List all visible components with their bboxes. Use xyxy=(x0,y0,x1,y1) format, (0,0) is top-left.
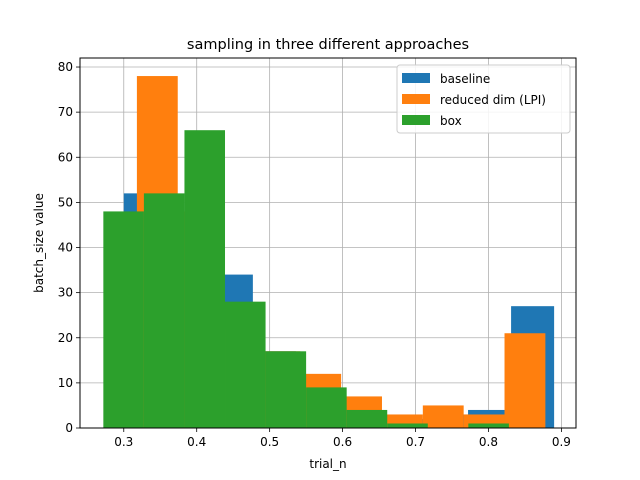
bar-box-4 xyxy=(265,351,307,428)
x-axis: 0.3 0.4 0.5 0.6 0.7 0.8 0.9 xyxy=(114,428,571,449)
bar-reduced-dim-lpi--9 xyxy=(504,333,546,428)
bars-layer xyxy=(103,76,555,429)
y-tick-label: 70 xyxy=(58,105,73,119)
bar-reduced-dim-lpi--7 xyxy=(422,405,464,428)
legend-label: box xyxy=(440,114,462,128)
plot-frame xyxy=(79,57,577,429)
legend: baseline reduced dim (LPI) box xyxy=(396,64,571,134)
legend-swatch xyxy=(402,73,430,83)
legend-swatch xyxy=(402,94,430,104)
bar-box-6 xyxy=(346,409,388,428)
legend-box xyxy=(396,64,571,134)
x-tick-label: 0.3 xyxy=(114,435,133,449)
y-tick-label: 60 xyxy=(58,150,73,164)
bar-box-2 xyxy=(184,130,226,428)
x-tick-label: 0.5 xyxy=(260,435,279,449)
bar-box-1 xyxy=(143,193,185,428)
y-tick-label: 30 xyxy=(58,286,73,300)
x-tick-label: 0.8 xyxy=(479,435,498,449)
chart-title: sampling in three different approaches xyxy=(187,37,469,53)
x-tick-label: 0.6 xyxy=(333,435,352,449)
x-tick-label: 0.9 xyxy=(552,435,571,449)
y-tick-label: 80 xyxy=(58,60,73,74)
y-tick-label: 0 xyxy=(65,421,73,435)
legend-swatch xyxy=(402,115,430,125)
y-tick-label: 50 xyxy=(58,195,73,209)
bar-box-5 xyxy=(306,387,347,428)
bar-box-7 xyxy=(387,423,428,428)
legend-label: reduced dim (LPI) xyxy=(440,93,546,107)
bar-box-9 xyxy=(468,423,509,428)
x-tick-label: 0.7 xyxy=(406,435,425,449)
bar-box-3 xyxy=(225,301,266,428)
y-tick-label: 20 xyxy=(58,331,73,345)
bar-box-0 xyxy=(103,211,144,428)
y-tick-label: 40 xyxy=(58,241,73,255)
x-axis-label: trial_n xyxy=(309,457,346,471)
legend-label: baseline xyxy=(440,72,490,86)
x-tick-label: 0.4 xyxy=(187,435,206,449)
y-axis: 0 10 20 30 40 50 60 70 80 xyxy=(58,60,80,435)
y-axis-label: batch_size value xyxy=(32,193,46,293)
y-tick-label: 10 xyxy=(58,376,73,390)
